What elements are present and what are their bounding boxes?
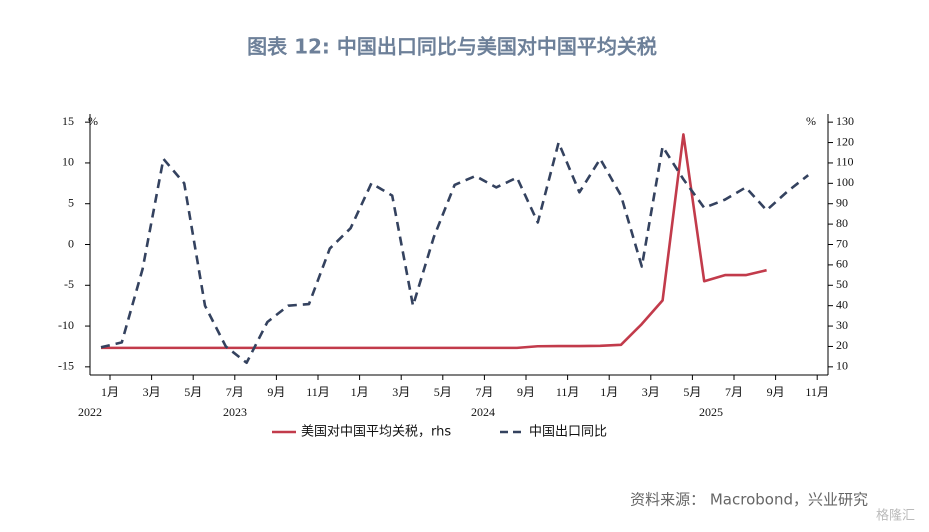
y2-tick-label: 30 [836,318,848,332]
y2-tick-label: 100 [836,175,854,189]
x-tick-label: 5月 [434,385,452,399]
y2-tick-label: 90 [836,195,848,209]
y2-tick-label: 10 [836,359,848,373]
y-tick-label: -15 [58,359,74,373]
y2-tick-label: 40 [836,297,848,311]
y-tick-label: -10 [58,318,74,332]
chart-title: 图表 12: 中国出口同比与美国对中国平均关税 [247,35,657,59]
x-tick-label: 9月 [767,385,785,399]
x-tick-label: 5月 [683,385,701,399]
x-tick-label: 7月 [475,385,493,399]
y-tick-label: 10 [62,155,74,169]
legend-label: 美国对中国平均关税，rhs [301,425,451,440]
x-tick-label: 9月 [267,385,285,399]
x-tick-label: 3月 [642,385,660,399]
watermark: 格隆汇 [876,508,915,524]
x-tick-label: 3月 [143,385,161,399]
x-tick-label: 1月 [101,385,119,399]
y2-tick-label: 110 [836,155,854,169]
x-tick-label: 11月 [556,385,580,399]
y2-tick-label: 130 [836,114,854,128]
y2-tick-label: 20 [836,338,848,352]
year-label: 2025 [699,405,723,419]
y-unit: % [88,114,98,128]
series-line [100,141,810,365]
x-tick-label: 7月 [725,385,743,399]
x-tick-label: 9月 [517,385,535,399]
y2-tick-label: 120 [836,134,854,148]
y-tick-label: 0 [68,236,74,250]
x-tick-label: 11月 [306,385,330,399]
x-tick-label: 11月 [805,385,829,399]
x-tick-label: 3月 [392,385,410,399]
y-tick-label: 5 [68,195,74,209]
y2-tick-label: 80 [836,216,848,230]
source: 资料来源： Macrobond，兴业研究 [630,491,868,509]
y2-tick-label: 60 [836,257,848,271]
y2-unit: % [806,114,816,128]
x-tick-label: 1月 [351,385,369,399]
series-line [101,133,767,350]
y2-tick-label: 70 [836,236,848,250]
y-tick-label: 15 [62,114,74,128]
legend-label: 中国出口同比 [529,425,607,440]
y2-tick-label: 50 [836,277,848,291]
year-label: 2024 [471,405,495,419]
x-tick-label: 7月 [226,385,244,399]
x-tick-label: 1月 [600,385,618,399]
x-tick-label: 5月 [184,385,202,399]
year-label: 2022 [78,405,102,419]
year-label: 2023 [223,405,247,419]
y-tick-label: -5 [64,277,74,291]
